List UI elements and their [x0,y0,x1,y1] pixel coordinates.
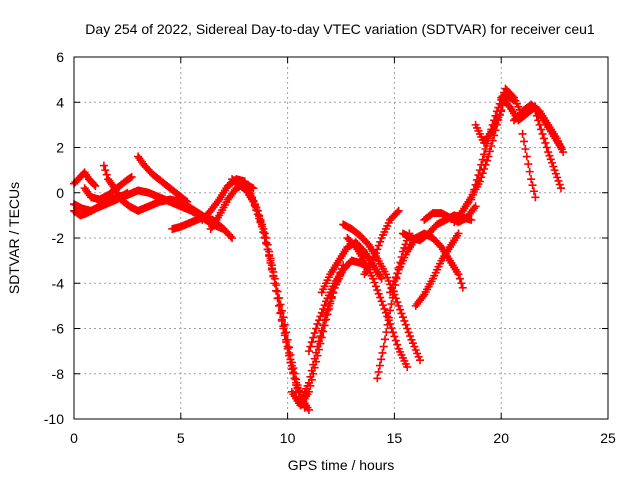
x-tick-label: 20 [493,430,509,446]
data-point-markers [467,84,527,204]
data-point-markers [360,206,403,279]
data-point-markers [411,229,463,310]
series-arc-27 [467,84,527,204]
data-point-markers [518,129,540,202]
data-point-markers [510,100,568,157]
series-arc-12 [232,179,309,412]
x-tick-label: 15 [387,430,403,446]
y-tick-label: 0 [56,185,64,201]
data-point-markers [236,177,305,401]
x-tick-label: 10 [280,430,296,446]
y-tick-label: -10 [44,411,64,427]
y-tick-label: -8 [52,366,65,382]
x-axis-title: GPS time / hours [288,457,395,473]
series-arc-21 [360,206,403,279]
y-tick-label: 4 [56,94,64,110]
series-arc-31 [531,107,566,193]
y-tick-label: -2 [52,230,65,246]
y-tick-label: -4 [52,275,65,291]
tick-layer: 0 5 10 15 20 25 -10 -8 -6 -4 -2 0 2 4 6 [44,49,616,446]
grid-layer [74,57,608,419]
data-point-markers [80,172,136,204]
series-arc-24 [411,229,463,310]
series-arc-13 [236,177,305,401]
chart-title: Day 254 of 2022, Sidereal Day-to-day VTE… [85,21,595,37]
data-point-markers [228,175,313,414]
data-point-markers [420,202,480,227]
series-arc-11 [228,175,313,414]
x-tick-label: 25 [600,430,616,446]
series-arc-25 [420,202,480,227]
x-tick-label: 5 [177,430,185,446]
data-point-markers [232,179,309,412]
y-tick-label: -6 [52,321,65,337]
series-arc-5 [80,172,136,204]
data-layer [70,84,568,414]
series-arc-28 [471,107,506,147]
x-tick-label: 0 [70,430,78,446]
data-point-markers [134,152,192,206]
y-axis-title: SDTVAR / TECUs [6,182,22,294]
series-arc-6 [134,152,192,206]
y-tick-label: 6 [56,49,64,65]
y-tick-label: 2 [56,140,64,156]
data-point-markers [531,107,566,193]
series-arc-30 [510,100,568,157]
data-point-markers [471,107,506,147]
series-arc-32 [518,129,540,202]
